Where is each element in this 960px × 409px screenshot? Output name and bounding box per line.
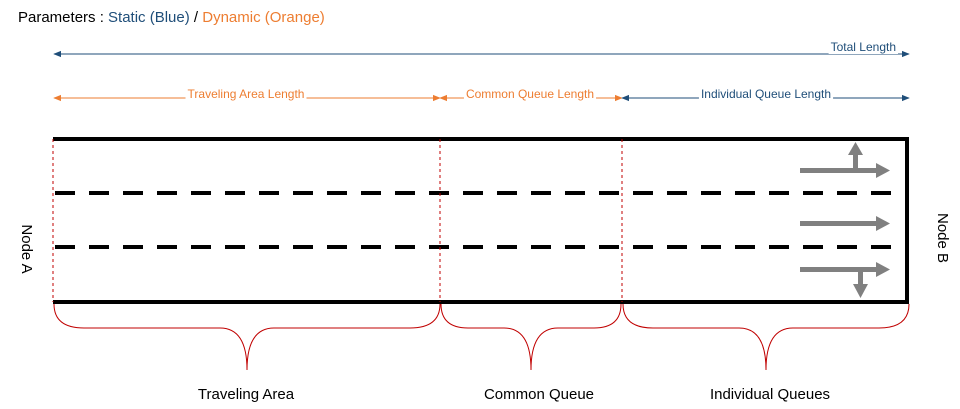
legend: Parameters : Static (Blue) / Dynamic (Or… (18, 9, 325, 26)
traveling-area-label: Traveling Area (198, 386, 295, 403)
legend-prefix: Parameters : (18, 9, 108, 26)
legend-static: Static (Blue) (108, 9, 190, 26)
total-length-label-backing (828, 40, 898, 54)
node-a-label: Node A (18, 224, 35, 273)
legend-dynamic: Dynamic (Orange) (202, 9, 325, 26)
total-length-label: Total Length (831, 40, 896, 54)
common-queue-length-label: Common Queue Length (466, 87, 594, 101)
legend-separator: / (190, 9, 203, 26)
common-queue-length-label-backing (463, 87, 597, 101)
traveling-area-brace (53, 303, 441, 371)
individual-queue-length-label-backing (698, 87, 834, 101)
traveling-area-length-label-backing (185, 87, 307, 101)
right-turn-through-arrow-icon (800, 262, 890, 298)
individual-queue-length-label: Individual Queue Length (701, 87, 831, 101)
individual-queues-brace (622, 303, 910, 371)
node-b-label: Node B (934, 213, 951, 263)
traveling-area-length-label: Traveling Area Length (188, 87, 305, 101)
through-arrow-icon (800, 216, 890, 231)
common-queue-brace (440, 303, 622, 371)
individual-queues-label: Individual Queues (710, 386, 830, 403)
common-queue-label: Common Queue (484, 386, 594, 403)
left-turn-through-arrow-icon (800, 142, 890, 178)
